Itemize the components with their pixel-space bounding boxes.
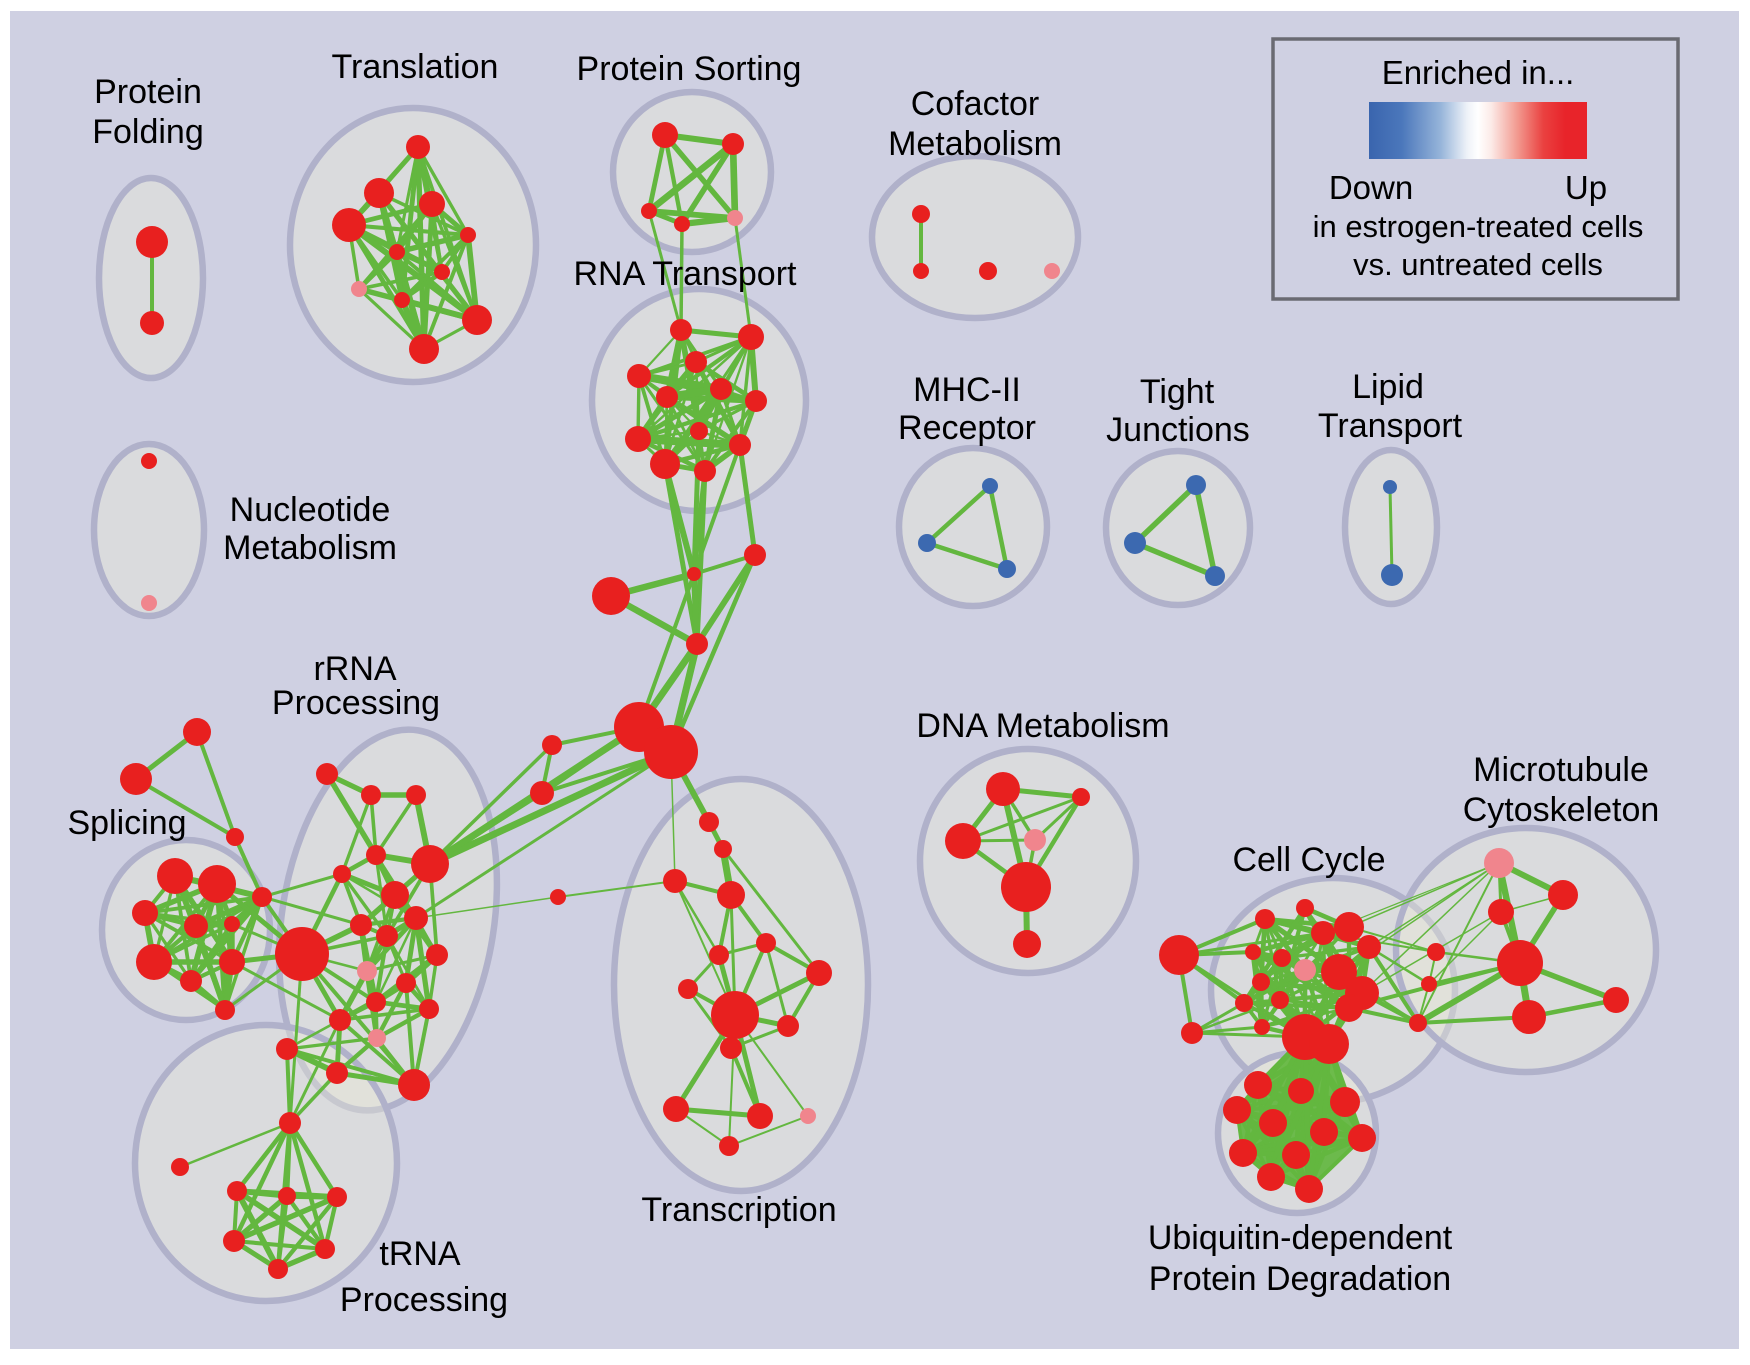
svg-text:Junctions: Junctions	[1106, 411, 1250, 449]
svg-text:DNA Metabolism: DNA Metabolism	[916, 707, 1169, 745]
svg-text:RNA Transport: RNA Transport	[574, 255, 798, 293]
svg-text:Metabolism: Metabolism	[888, 125, 1062, 163]
svg-text:Splicing: Splicing	[67, 804, 186, 842]
svg-text:Metabolism: Metabolism	[223, 529, 397, 567]
svg-text:tRNA: tRNA	[379, 1235, 461, 1273]
svg-text:Microtubule: Microtubule	[1473, 751, 1649, 789]
svg-text:Transport: Transport	[1318, 407, 1463, 445]
svg-text:Cell Cycle: Cell Cycle	[1232, 841, 1385, 879]
svg-text:rRNA: rRNA	[313, 650, 396, 688]
svg-text:Translation: Translation	[332, 48, 499, 86]
svg-text:Lipid: Lipid	[1352, 368, 1424, 406]
svg-text:Ubiquitin-dependent: Ubiquitin-dependent	[1148, 1219, 1453, 1257]
svg-text:Tight: Tight	[1140, 373, 1215, 411]
svg-text:Enriched in...: Enriched in...	[1382, 54, 1575, 91]
svg-text:Cofactor: Cofactor	[911, 85, 1040, 123]
svg-text:Nucleotide: Nucleotide	[230, 491, 391, 529]
svg-text:Protein Degradation: Protein Degradation	[1149, 1260, 1451, 1298]
svg-text:MHC-II: MHC-II	[913, 371, 1021, 409]
svg-text:Up: Up	[1565, 169, 1607, 206]
svg-text:Down: Down	[1329, 169, 1413, 206]
svg-text:Folding: Folding	[92, 113, 204, 151]
svg-text:vs. untreated cells: vs. untreated cells	[1353, 247, 1603, 282]
svg-text:Cytoskeleton: Cytoskeleton	[1463, 791, 1660, 829]
svg-text:Transcription: Transcription	[641, 1191, 836, 1229]
svg-text:Processing: Processing	[272, 684, 440, 722]
svg-text:Processing: Processing	[340, 1281, 508, 1319]
svg-text:Protein: Protein	[94, 73, 202, 111]
svg-text:Receptor: Receptor	[898, 409, 1036, 447]
svg-text:Protein Sorting: Protein Sorting	[577, 50, 802, 88]
svg-text:in estrogen-treated cells: in estrogen-treated cells	[1313, 209, 1644, 244]
